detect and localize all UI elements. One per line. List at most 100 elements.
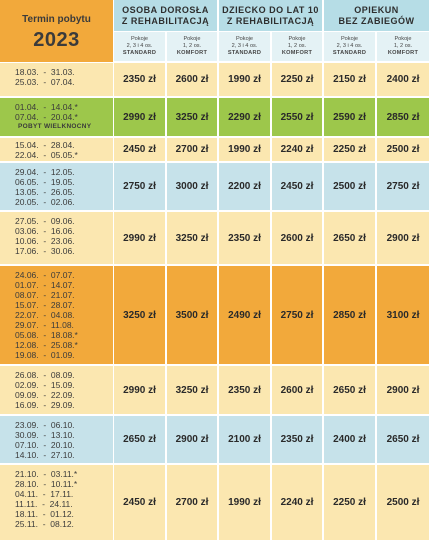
price-cell: 2990 zł <box>114 366 165 414</box>
room-type-subheader: Pokoje 1, 2 os. KOMFORT <box>272 32 322 61</box>
price-row: 01.04. - 14.04.* 07.04. - 20.04.* POBYT WI… <box>0 98 429 136</box>
group-header-line: Z REHABILITACJĄ <box>226 15 315 26</box>
room-type-subheader: Pokoje 2, 3 i 4 os. STANDARD <box>219 32 270 61</box>
price-cell: 2900 zł <box>167 416 217 463</box>
price-cell: 2700 zł <box>167 465 217 540</box>
date-range: 16.09. - 29.09. <box>15 400 75 410</box>
date-range: 24.06. - 07.07. <box>15 270 75 280</box>
date-range: 04.11. - 17.11. <box>15 489 74 499</box>
subheader-line: STANDARD <box>227 50 262 56</box>
price-cell: 2650 zł <box>114 416 165 463</box>
year-label: 2023 <box>33 29 80 51</box>
price-cell: 2750 zł <box>114 163 165 210</box>
date-range: 20.05. - 02.06. <box>15 197 75 207</box>
price-cell: 2100 zł <box>219 416 270 463</box>
price-cell: 2350 zł <box>272 416 322 463</box>
date-range: 21.10. - 03.11.* <box>15 469 78 479</box>
price-cell: 2750 zł <box>272 266 322 364</box>
price-cell: 2650 zł <box>377 416 429 463</box>
price-cell: 2450 zł <box>114 138 165 161</box>
price-cell: 2990 zł <box>114 98 165 136</box>
date-range: 14.10. - 27.10. <box>15 450 75 460</box>
date-range: 08.07. - 21.07. <box>15 290 75 300</box>
date-range: 15.04. - 28.04. <box>15 140 75 150</box>
date-range-cell: 29.04. - 12.05. 06.05. - 19.05. 13.05. - 2… <box>0 163 113 210</box>
subheader-line: KOMFORT <box>281 50 313 56</box>
price-cell: 2490 zł <box>219 266 270 364</box>
date-range: 25.03. - 07.04. <box>15 77 75 87</box>
price-cell: 2900 zł <box>377 212 429 264</box>
termin-header: Termin pobytu 2023 <box>0 0 113 62</box>
date-range: 22.07. - 04.08. <box>15 310 75 320</box>
date-range: 22.04. - 05.05.* <box>15 150 78 160</box>
price-cell: 1990 zł <box>219 138 270 161</box>
price-cell: 2900 zł <box>377 366 429 414</box>
date-range: 01.04. - 14.04.* <box>15 102 78 112</box>
date-range: 29.04. - 12.05. <box>15 167 75 177</box>
price-cell: 3100 zł <box>377 266 429 364</box>
price-row: 27.05. - 09.06. 03.06. - 16.06. 10.06. - 2… <box>0 212 429 264</box>
price-row: 15.04. - 28.04. 22.04. - 05.05.* 2450 zł 27… <box>0 138 429 161</box>
date-range: 19.08. - 01.09. <box>15 350 75 360</box>
subheader-line: Pokoje <box>130 36 149 42</box>
price-cell: 3000 zł <box>167 163 217 210</box>
date-range: 25.11. - 08.12. <box>15 519 74 529</box>
date-range: 18.11. - 01.12. <box>15 509 74 519</box>
subheader-line: STANDARD <box>122 50 157 56</box>
price-cell: 1990 zł <box>219 465 270 540</box>
subheader-line: Pokoje <box>183 36 201 42</box>
price-cell: 2400 zł <box>324 416 375 463</box>
subheader-line: 1, 2 os. <box>287 43 307 49</box>
group-header-line: Z REHABILITACJĄ <box>121 15 210 26</box>
price-cell: 2500 zł <box>377 138 429 161</box>
price-cell: 2150 zł <box>324 63 375 96</box>
price-row: 18.03. - 31.03. 25.03. - 07.04. 2350 zł 260… <box>0 63 429 96</box>
price-cell: 2240 zł <box>272 138 322 161</box>
subheader-line: 2, 3 i 4 os. <box>126 43 153 49</box>
price-cell: 2350 zł <box>219 212 270 264</box>
price-cell: 2850 zł <box>324 266 375 364</box>
price-cell: 2350 zł <box>219 366 270 414</box>
price-cell: 2990 zł <box>114 212 165 264</box>
price-row: 21.10. - 03.11.* 28.10. - 10.11.* 04.11. -… <box>0 465 429 540</box>
subheader-line: KOMFORT <box>387 50 419 56</box>
price-row: 24.06. - 07.07. 01.07. - 14.07. 08.07. - 2… <box>0 266 429 364</box>
date-range: 01.07. - 14.07. <box>15 280 75 290</box>
subheader-line: Pokoje <box>288 36 306 42</box>
group-header-line: OPIEKUN <box>354 4 399 15</box>
date-range: 09.09. - 22.09. <box>15 390 75 400</box>
price-cell: 3250 zł <box>114 266 165 364</box>
price-cell: 2250 zł <box>324 465 375 540</box>
price-cell: 2600 zł <box>272 366 322 414</box>
date-range: 17.06. - 30.06. <box>15 246 75 256</box>
price-cell: 2250 zł <box>324 138 375 161</box>
room-type-subheader: Pokoje 1, 2 os. KOMFORT <box>167 32 217 61</box>
price-cell: 2450 zł <box>272 163 322 210</box>
price-cell: 2290 zł <box>219 98 270 136</box>
price-cell: 2500 zł <box>377 465 429 540</box>
date-range: 26.08. - 08.09. <box>15 370 75 380</box>
price-row: 26.08. - 08.09. 02.09. - 15.09. 09.09. - 2… <box>0 366 429 414</box>
price-cell: 3250 zł <box>167 212 217 264</box>
subheader-line: 2, 3 i 4 os. <box>336 43 363 49</box>
price-cell: 2650 zł <box>324 212 375 264</box>
price-cell: 2350 zł <box>114 63 165 96</box>
date-range: 07.10. - 20.10. <box>15 440 75 450</box>
group-header-line: DZIECKO DO LAT 10 <box>222 4 319 15</box>
date-range: 05.08. - 18.08.* <box>15 330 78 340</box>
room-type-subheader: Pokoje 2, 3 i 4 os. STANDARD <box>324 32 375 61</box>
subheader-line: Pokoje <box>340 36 359 42</box>
date-range-cell: 15.04. - 28.04. 22.04. - 05.05.* <box>0 138 113 161</box>
date-range: 23.09. - 06.10. <box>15 420 75 430</box>
price-cell: 1990 zł <box>219 63 270 96</box>
subheader-line: 2, 3 i 4 os. <box>231 43 258 49</box>
price-cell: 2590 zł <box>324 98 375 136</box>
date-range-cell: 27.05. - 09.06. 03.06. - 16.06. 10.06. - 2… <box>0 212 113 264</box>
date-range: 10.06. - 23.06. <box>15 236 75 246</box>
subheader-line: 1, 2 os. <box>182 43 202 49</box>
group-header-child: DZIECKO DO LAT 10 Z REHABILITACJĄ <box>219 0 322 31</box>
date-range: 12.08. - 25.08.* <box>15 340 78 350</box>
date-range-cell: 21.10. - 03.11.* 28.10. - 10.11.* 04.11. -… <box>0 465 113 540</box>
date-range: 27.05. - 09.06. <box>15 216 75 226</box>
price-cell: 2750 zł <box>377 163 429 210</box>
